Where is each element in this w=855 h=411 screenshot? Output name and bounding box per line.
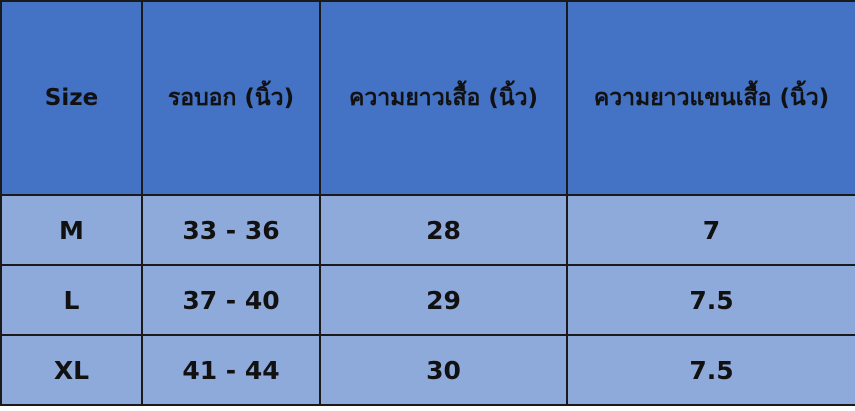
- header-row: Size รอบอก (นิ้ว) ความยาวเสื้อ (นิ้ว) คว…: [0, 0, 855, 196]
- cell-length: 30: [319, 334, 568, 406]
- cell-size: XL: [0, 334, 143, 406]
- cell-sleeve: 7.5: [566, 334, 855, 406]
- cell-length: 29: [319, 264, 568, 336]
- header-sleeve: ความยาวแขนเสื้อ (นิ้ว): [566, 0, 855, 196]
- table-row: M 33 - 36 28 7: [0, 194, 855, 266]
- header-chest: รอบอก (นิ้ว): [141, 0, 321, 196]
- header-size: Size: [0, 0, 143, 196]
- cell-chest: 41 - 44: [141, 334, 321, 406]
- cell-size: M: [0, 194, 143, 266]
- cell-size: L: [0, 264, 143, 336]
- table-row: XL 41 - 44 30 7.5: [0, 334, 855, 406]
- cell-length: 28: [319, 194, 568, 266]
- cell-chest: 33 - 36: [141, 194, 321, 266]
- cell-sleeve: 7: [566, 194, 855, 266]
- table-row: L 37 - 40 29 7.5: [0, 264, 855, 336]
- header-length: ความยาวเสื้อ (นิ้ว): [319, 0, 568, 196]
- cell-chest: 37 - 40: [141, 264, 321, 336]
- cell-sleeve: 7.5: [566, 264, 855, 336]
